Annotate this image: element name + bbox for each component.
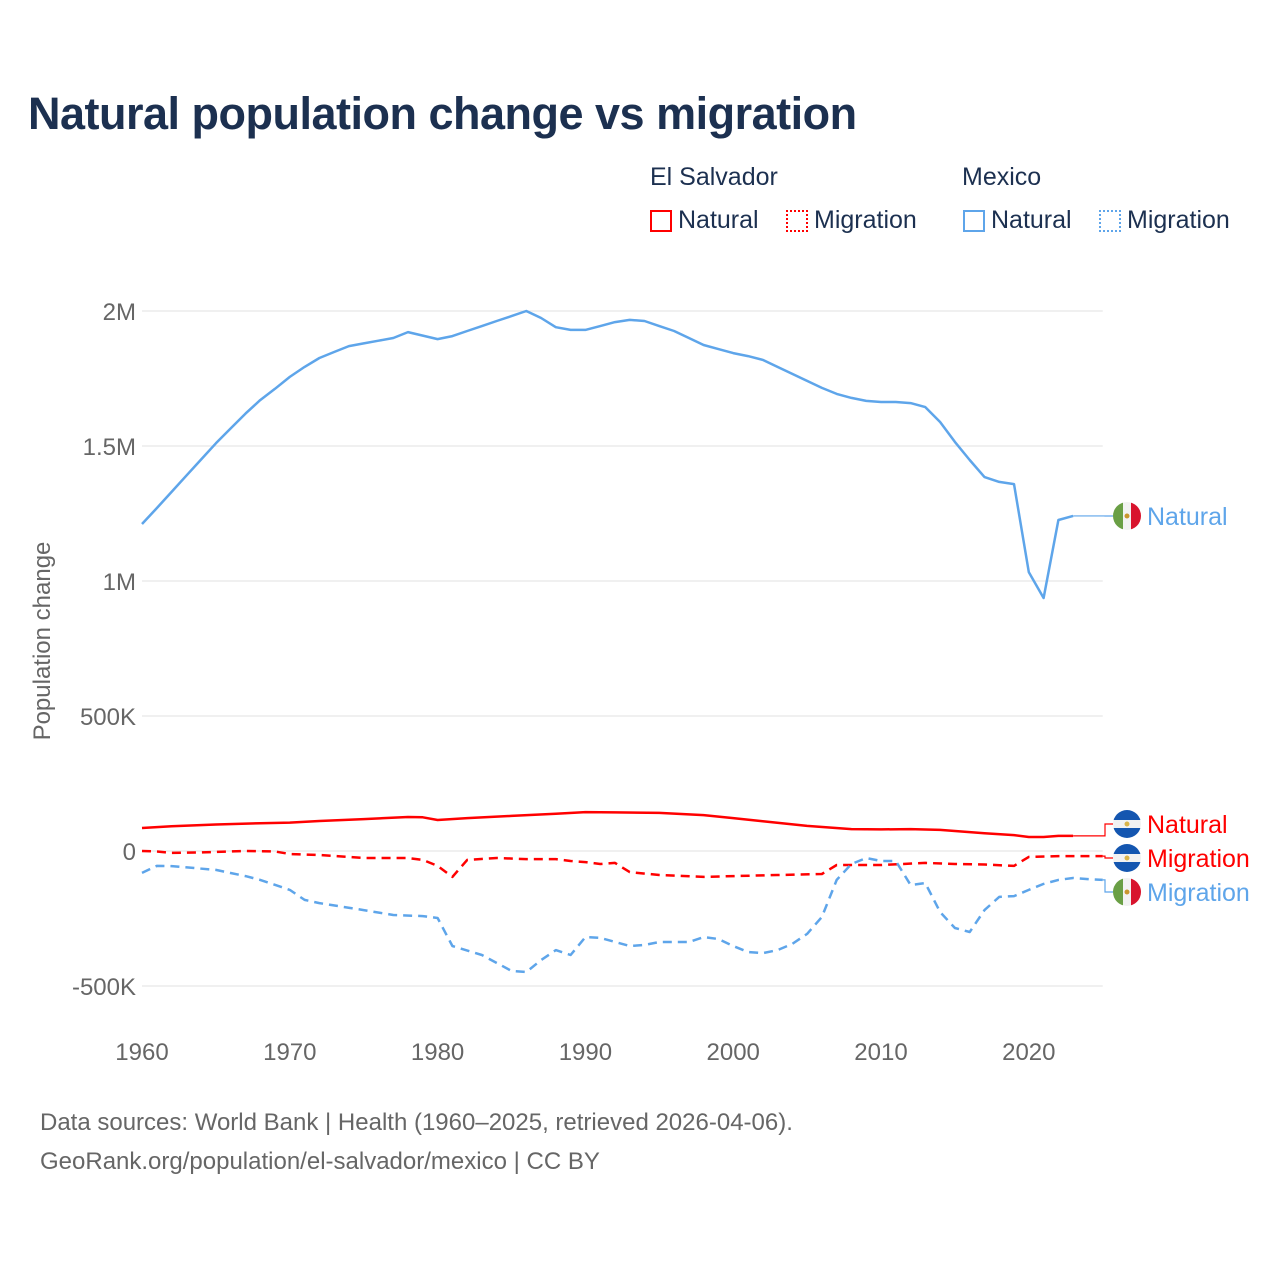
end-label-el-salvador-natural: Natural [1147, 811, 1228, 839]
y-tick-label: 1M [103, 569, 136, 596]
x-tick-label: 2000 [707, 1039, 760, 1066]
flag-stripe [1113, 502, 1123, 530]
end-label-el-salvador-migration: Migration [1147, 845, 1250, 873]
flag-emblem [1124, 855, 1130, 861]
x-tick-label: 2010 [854, 1039, 907, 1066]
label-connector [1073, 823, 1113, 837]
legend-el-salvador-natural[interactable]: Natural [650, 206, 759, 235]
legend-group-el-salvador: El Salvador [650, 163, 778, 191]
y-tick-label: 1.5M [83, 434, 136, 461]
flag-stripe [1113, 828, 1141, 838]
legend-label: Migration [1127, 206, 1230, 234]
series-line-mexico-migration [141, 856, 1103, 974]
y-axis-label: Population change [29, 542, 56, 741]
y-tick-label: -500K [72, 974, 136, 1001]
end-label-mexico-natural: Natural [1147, 503, 1228, 531]
footer-link[interactable]: GeoRank.org/population/el-salvador/mexic… [40, 1148, 600, 1175]
flag-stripe [1113, 810, 1141, 820]
label-connector [1102, 855, 1113, 859]
y-tick-label: 2M [103, 299, 136, 326]
series-line-el-salvador-migration [141, 849, 1103, 879]
flag-stripe [1131, 502, 1141, 530]
legend-label: Natural [991, 206, 1072, 234]
mexico-flag-icon [1113, 502, 1141, 530]
mexico-flag-icon [1113, 878, 1141, 906]
legend-swatch-dotted [1099, 209, 1121, 232]
legend-swatch-solid [650, 209, 672, 232]
legend-label: Migration [814, 206, 917, 234]
x-tick-label: 1960 [115, 1039, 168, 1066]
legend-label: Natural [678, 206, 759, 234]
legend-swatch-dotted [786, 209, 808, 232]
legend-el-salvador-migration[interactable]: Migration [786, 206, 917, 235]
y-tick-label: 500K [80, 704, 136, 731]
legend-mexico-natural[interactable]: Natural [963, 206, 1072, 235]
flag-clip [1113, 878, 1141, 906]
x-tick-label: 2020 [1002, 1039, 1055, 1066]
series-line-el-salvador-natural [141, 810, 1074, 839]
el-salvador-flag-icon [1113, 844, 1141, 872]
legend-group-mexico: Mexico [962, 163, 1042, 191]
flag-emblem [1124, 821, 1130, 827]
y-tick-label: 0 [123, 839, 136, 866]
flag-stripe [1131, 878, 1141, 906]
x-tick-label: 1980 [411, 1039, 464, 1066]
flag-stripe [1113, 878, 1123, 906]
flag-clip [1113, 502, 1141, 530]
legend-swatch-solid [963, 209, 985, 232]
flag-clip [1113, 844, 1141, 872]
flag-emblem [1124, 513, 1130, 519]
flag-stripe [1113, 862, 1141, 872]
flag-clip [1113, 810, 1141, 838]
legend-mexico-migration[interactable]: Migration [1099, 206, 1230, 235]
label-connector [1102, 879, 1113, 893]
end-label-mexico-migration: Migration [1147, 879, 1250, 907]
x-tick-label: 1970 [263, 1039, 316, 1066]
flag-emblem [1124, 889, 1130, 895]
chart-title: Natural population change vs migration [28, 88, 857, 139]
series-line-mexico-natural [141, 309, 1074, 600]
flag-stripe [1113, 844, 1141, 854]
x-tick-label: 1990 [559, 1039, 612, 1066]
footer-sources: Data sources: World Bank | Health (1960–… [40, 1109, 793, 1136]
el-salvador-flag-icon [1113, 810, 1141, 838]
